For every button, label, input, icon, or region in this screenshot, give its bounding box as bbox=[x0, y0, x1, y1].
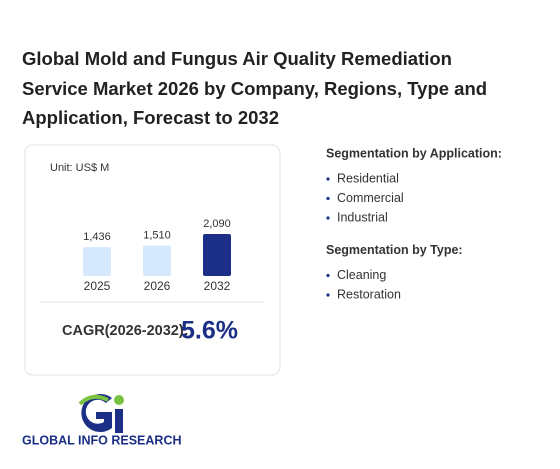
logo-g bbox=[81, 394, 112, 432]
bar bbox=[203, 234, 231, 276]
x-tick-label: 2032 bbox=[204, 279, 231, 293]
segment-item: Industrial bbox=[337, 210, 388, 224]
logo-swoosh bbox=[78, 394, 109, 406]
value-label: 2,090 bbox=[203, 218, 231, 230]
x-tick-label: 2026 bbox=[144, 279, 171, 293]
x-tick-label: 2025 bbox=[84, 279, 111, 293]
bullet bbox=[326, 177, 330, 181]
logo: GLOBAL INFO RESEARCH bbox=[22, 394, 182, 447]
segment-item: Commercial bbox=[337, 191, 404, 205]
unit: Unit: US$ M bbox=[50, 162, 109, 174]
value-label: 1,510 bbox=[143, 230, 171, 242]
logo-text: GLOBAL INFO RESEARCH bbox=[22, 433, 182, 447]
value-label: 1,436 bbox=[83, 231, 111, 243]
bullet bbox=[326, 273, 330, 278]
segment-heading: Segmentation by Application: bbox=[326, 146, 502, 160]
logo-dot bbox=[114, 395, 124, 405]
segment-item: Cleaning bbox=[337, 268, 386, 282]
bullet bbox=[326, 293, 330, 297]
segment-heading: Segmentation by Type: bbox=[326, 243, 463, 257]
segment-item: Restoration bbox=[337, 287, 401, 301]
bar bbox=[83, 247, 111, 276]
logo-i bbox=[115, 409, 123, 433]
cagr-label: CAGR(2026-2032): bbox=[62, 323, 189, 339]
bar bbox=[143, 245, 171, 276]
segment-item: Residential bbox=[337, 171, 399, 185]
cagr-value: 5.6% bbox=[181, 317, 238, 345]
bullet bbox=[326, 216, 330, 220]
bullet bbox=[326, 196, 330, 201]
chart-title: Global Mold and Fungus Air Quality Remed… bbox=[22, 48, 488, 128]
